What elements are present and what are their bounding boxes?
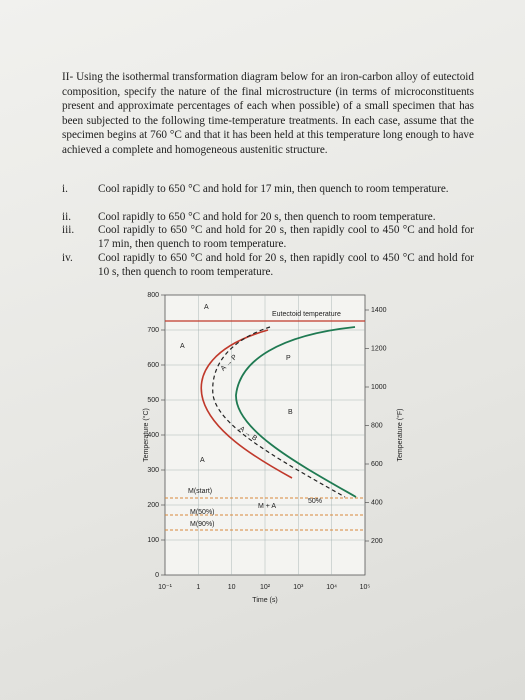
y-left-tick-label: 300 [147, 467, 159, 474]
y-left-tick-label: 600 [147, 362, 159, 369]
y-right-axis-label: Temperature (°F) [396, 409, 404, 462]
y-right-tick-label: 400 [371, 499, 383, 506]
x-tick-label: 10⁵ [360, 584, 371, 591]
y-left-tick-label: 200 [147, 502, 159, 509]
annotation: 50% [308, 498, 322, 505]
x-tick-label: 10⁴ [326, 584, 337, 591]
item: iii. Cool rapidly to 650 °C and hold for … [62, 224, 474, 251]
annotation: Eutectoid temperature [272, 311, 341, 318]
y-left-tick-label: 800 [147, 292, 159, 299]
item: ii. Cool rapidly to 650 °C and hold for 2… [62, 211, 474, 225]
start-curve [200, 329, 293, 479]
y-left-tick-label: 700 [147, 327, 159, 334]
item-text: Cool rapidly to 650 °C and hold for 20 s… [98, 252, 474, 278]
item-text: Cool rapidly to 650 °C and hold for 17 m… [98, 183, 449, 195]
item-text: Cool rapidly to 650 °C and hold for 20 s… [98, 224, 474, 250]
y-right-tick-label: 1200 [371, 345, 387, 352]
item-text: Cool rapidly to 650 °C and hold for 20 s… [98, 211, 436, 223]
finish-curve [235, 326, 357, 498]
annotation: M + A [258, 503, 276, 510]
fifty-percent-curve [212, 326, 346, 498]
x-tick-label: 10² [260, 584, 271, 591]
annotation: M(50%) [190, 509, 215, 516]
y-left-tick-label: 500 [147, 397, 159, 404]
y-left-tick-label: 400 [147, 432, 159, 439]
item-marker: iv. [62, 252, 73, 264]
item-marker: i. [62, 183, 68, 195]
y-right-tick-label: 800 [371, 422, 383, 429]
annotation: M(start) [188, 488, 212, 495]
annotation: M(90%) [190, 521, 215, 528]
y-right-tick-label: 200 [371, 538, 383, 545]
item: i. Cool rapidly to 650 °C and hold for 17… [62, 183, 474, 197]
y-left-tick-label: 100 [147, 537, 159, 544]
item-marker: ii. [62, 211, 72, 223]
y-right-tick-label: 1000 [371, 384, 387, 391]
x-tick-label: 10 [228, 584, 236, 591]
x-tick-label: 10³ [293, 584, 304, 591]
item: iv. Cool rapidly to 650 °C and hold for 2… [62, 252, 474, 279]
annotation: B [288, 409, 293, 416]
annotation: P [286, 355, 291, 362]
question-intro: II- Using the isothermal transformation … [62, 71, 474, 156]
y-left-axis-label: Temperature (°C) [142, 408, 150, 462]
item-marker: iii. [62, 224, 75, 236]
x-tick-label: 10⁻¹ [158, 584, 172, 591]
grid [165, 295, 365, 575]
annotation: A [180, 343, 185, 350]
x-axis-label: Time (s) [252, 597, 277, 604]
x-tick-label: 1 [196, 584, 200, 591]
y-right-tick-label: 600 [371, 461, 383, 468]
annotation: A [204, 304, 209, 311]
annotation: A [200, 457, 205, 464]
y-right-tick-label: 1400 [371, 307, 387, 314]
y-left-tick-label: 0 [155, 572, 159, 579]
